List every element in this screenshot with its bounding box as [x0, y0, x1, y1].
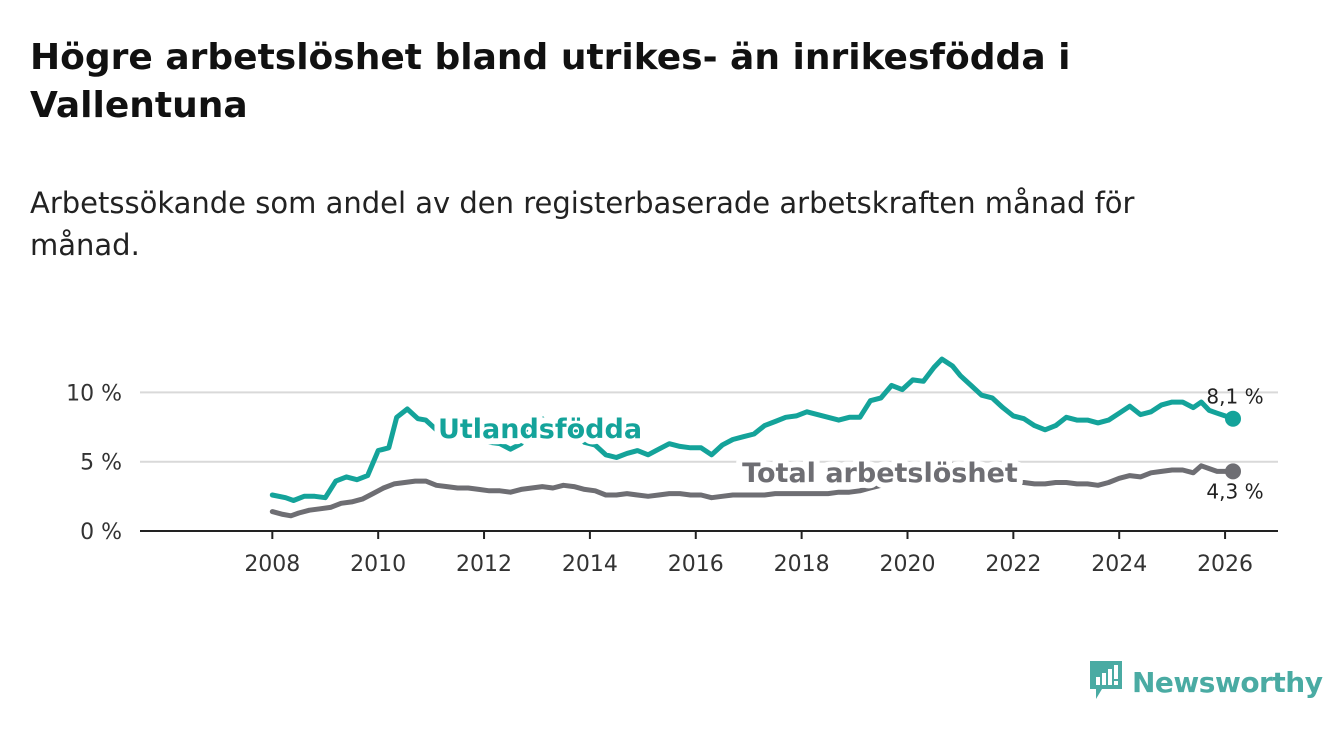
x-tick-label: 2018 [774, 552, 830, 577]
series-line-utlandsfodda [269, 356, 1236, 503]
x-tick-label: 2022 [985, 552, 1041, 577]
chart-title: Högre arbetslöshet bland utrikes- än inr… [30, 37, 1071, 126]
x-axis-ticks: 2008 2010 2012 2014 2016 2018 2020 2022 2024 2026 [244, 531, 1253, 577]
y-tick-label: 0 % [80, 520, 122, 545]
y-tick-label: 5 % [80, 451, 122, 476]
series-line-total [269, 459, 1236, 519]
y-grid [140, 391, 1278, 463]
end-point-total [1225, 463, 1242, 480]
x-tick-label: 2024 [1091, 552, 1147, 577]
x-tick-label: 2012 [456, 552, 512, 577]
x-tick-label: 2026 [1197, 552, 1253, 577]
series-label-utlandsfodda: Utlandsfödda [438, 414, 642, 445]
bar-chart-logo-icon [1088, 659, 1124, 705]
x-tick-label: 2014 [562, 552, 618, 577]
line-chart: 0 %5 %10 % 2008 2010 2012 2014 2016 2018 2020 2… [66, 356, 1278, 577]
x-tick-label: 2016 [668, 552, 724, 577]
x-tick-label: 2010 [350, 552, 406, 577]
x-tick-label: 2008 [244, 552, 300, 577]
newsworthy-logo: Newsworthy [1088, 659, 1323, 705]
x-tick-label: 2020 [879, 552, 935, 577]
label-layer: 8,1 % 4,3 % Utlandsfödda Total arbetslöshet [432, 385, 1264, 504]
y-tick-label: 10 % [66, 381, 122, 406]
series-layer [269, 356, 1242, 519]
series-label-total: Total arbetslöshet [742, 458, 1018, 489]
chart-subtitle: Arbetssökande som andel av den registerb… [30, 186, 1135, 262]
y-axis-labels: 0 % 5 % 10 % [66, 381, 122, 545]
end-label-utlandsfodda: 8,1 % [1206, 385, 1263, 409]
end-label-total: 4,3 % [1206, 479, 1263, 503]
end-point-utlandsfodda [1225, 410, 1242, 427]
brand-name: Newsworthy [1132, 665, 1323, 699]
